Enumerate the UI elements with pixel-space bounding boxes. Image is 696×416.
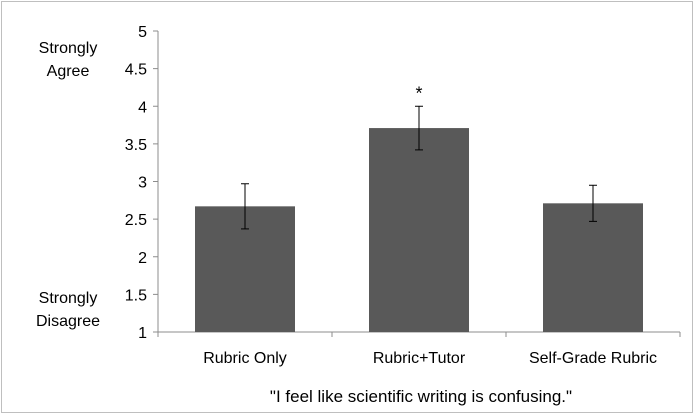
bars <box>195 128 643 332</box>
bar <box>543 203 643 332</box>
y-tick-label: 4.5 <box>125 62 147 79</box>
y-tick-label: 2 <box>138 250 147 267</box>
scale-label-top-line2: Agree <box>47 63 90 80</box>
x-tick-label: Self-Grade Rubric <box>529 350 657 367</box>
x-axis <box>158 332 680 337</box>
y-tick-label: 1.5 <box>125 287 147 304</box>
y-tick-label: 4 <box>138 99 147 116</box>
y-tick-label: 1 <box>138 325 147 342</box>
y-tick-label: 3 <box>138 175 147 192</box>
y-tick-label: 2.5 <box>125 212 147 229</box>
y-tick-label: 3.5 <box>125 137 147 154</box>
scale-label-bottom-line2: Disagree <box>36 313 100 330</box>
significance-marker: * <box>415 83 422 103</box>
x-axis-title: "I feel like scientific writing is confu… <box>270 387 572 406</box>
scale-label-bottom-line1: Strongly <box>39 290 98 307</box>
scale-label-top-line1: Strongly <box>39 40 98 57</box>
bar <box>369 128 469 332</box>
x-tick-label: Rubric+Tutor <box>373 350 466 367</box>
y-tick-label: 5 <box>138 24 147 41</box>
y-axis: 1 1.5 2 2.5 3 3.5 4 4.5 5 <box>125 24 158 342</box>
x-tick-label: Rubric Only <box>203 350 287 367</box>
